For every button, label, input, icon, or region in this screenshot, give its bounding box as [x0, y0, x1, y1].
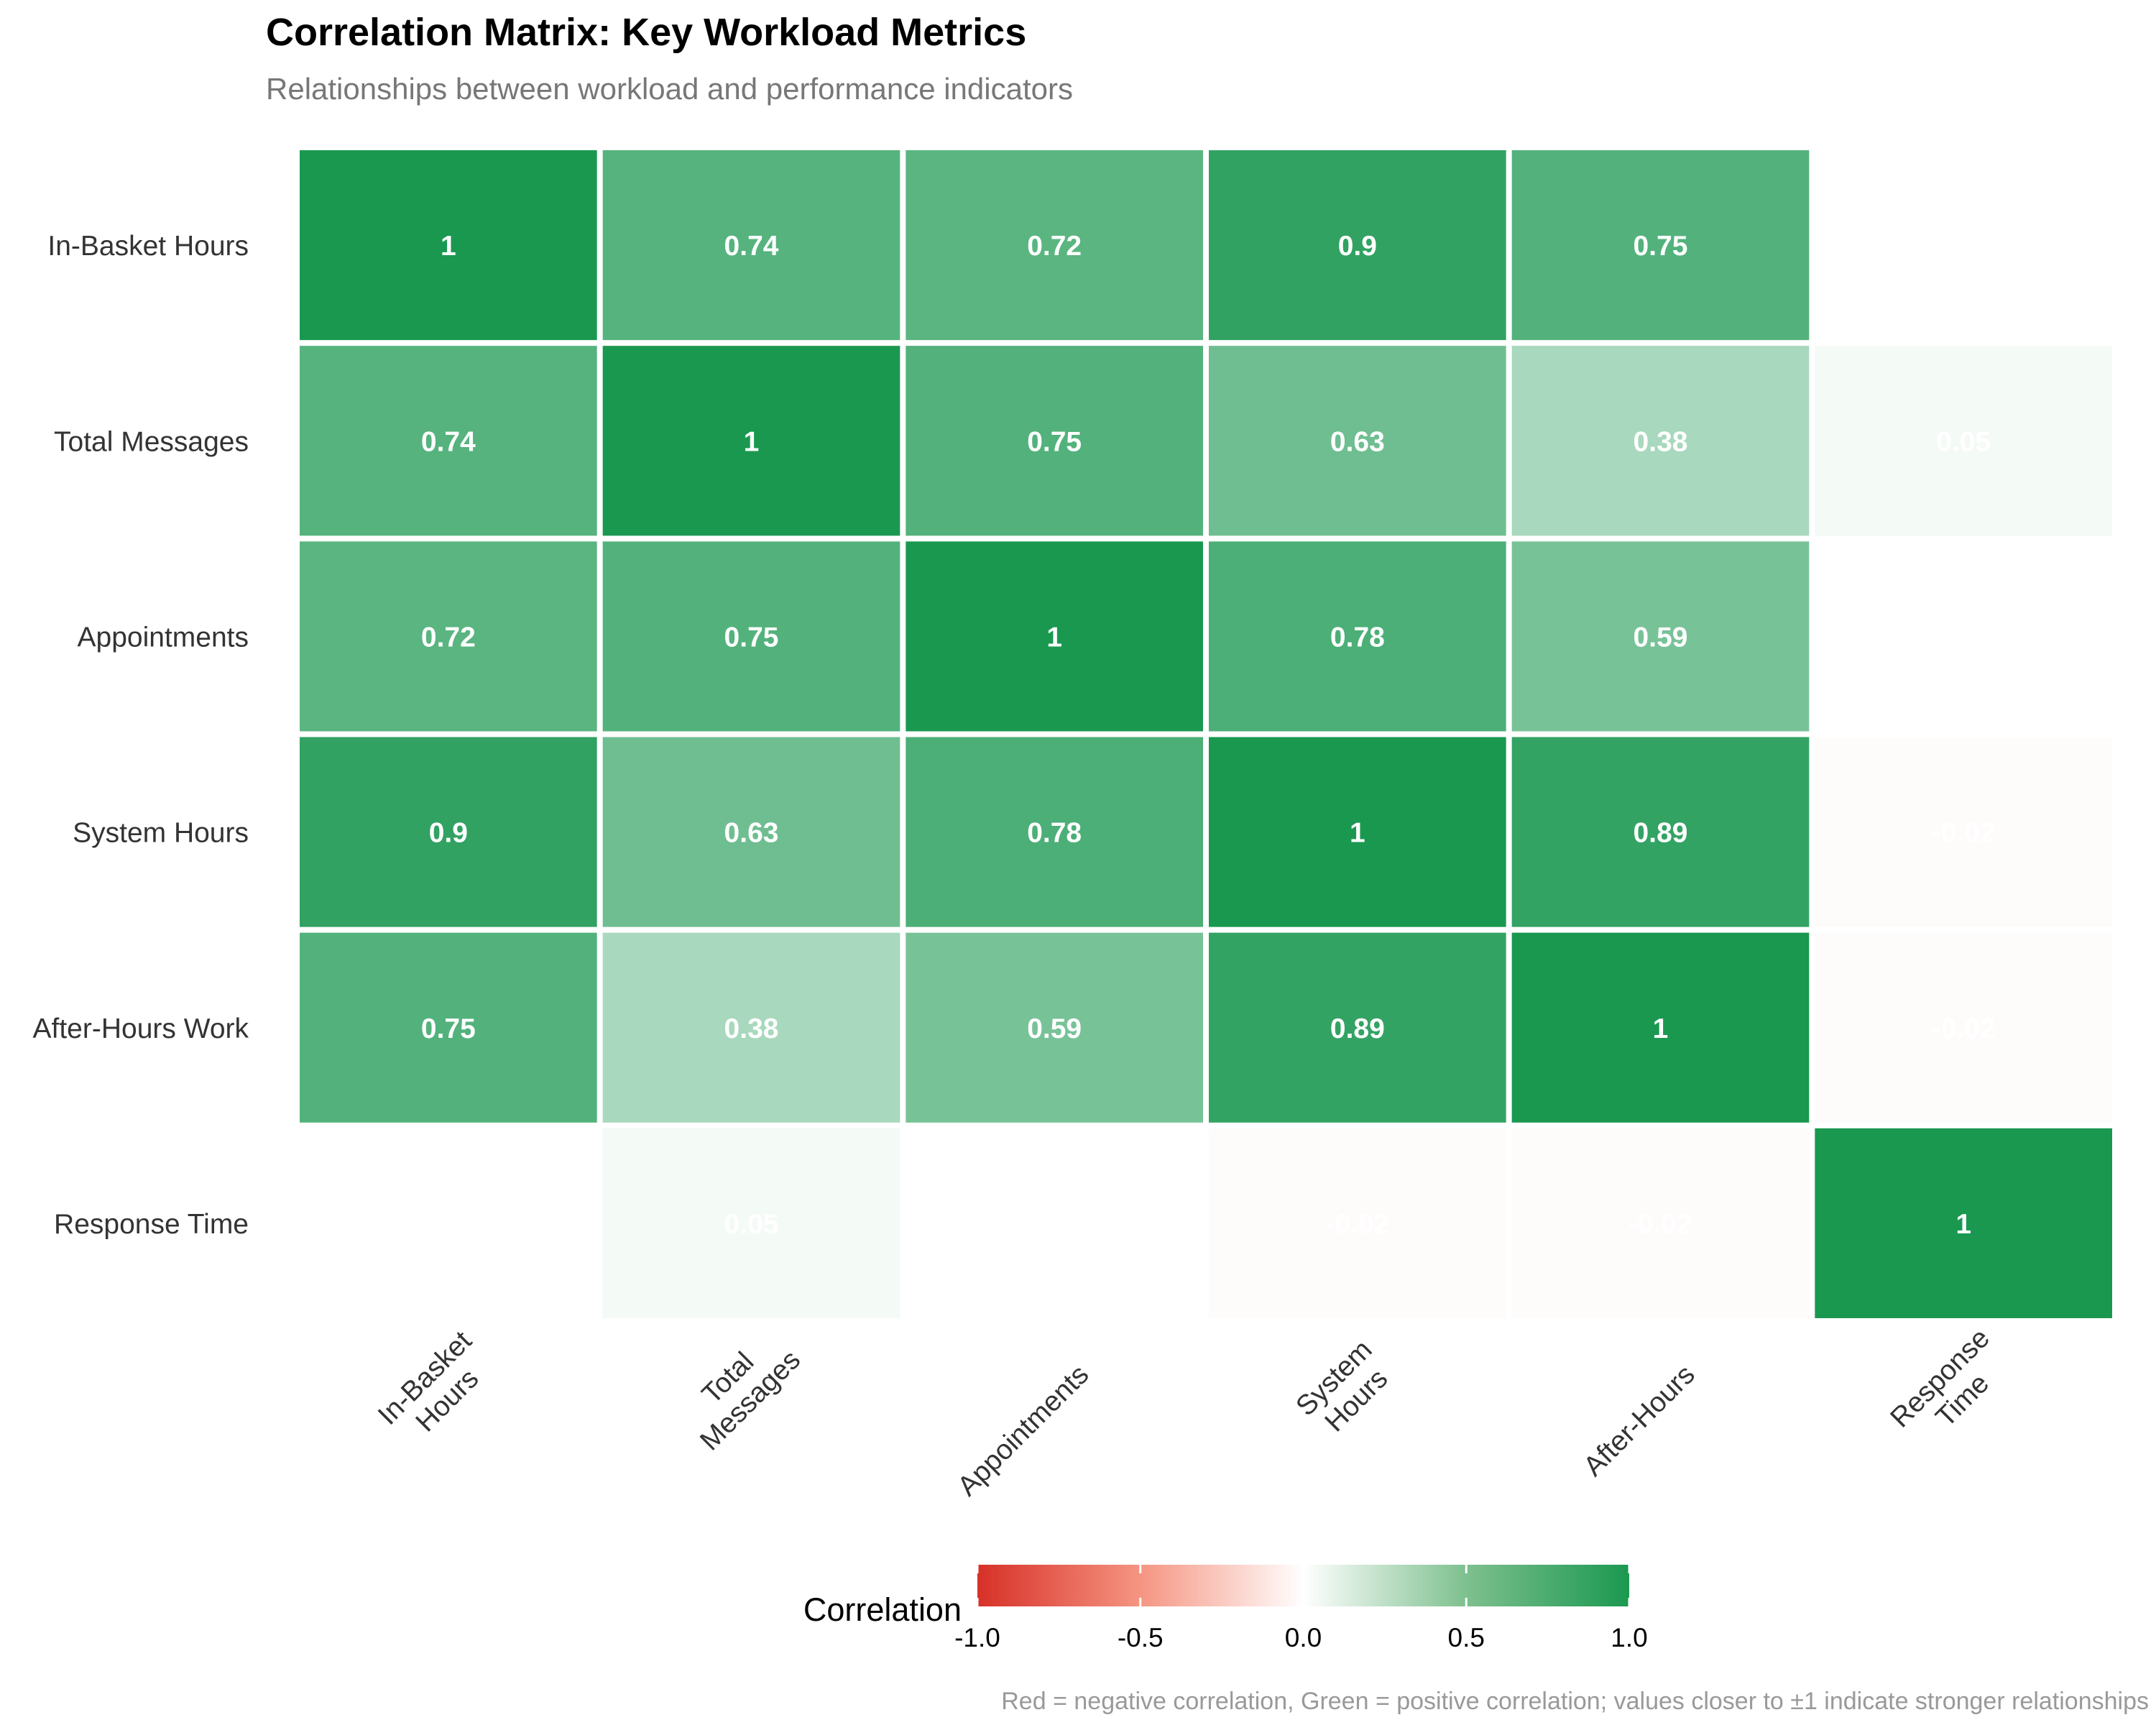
- cell-value-label: 0.75: [1027, 426, 1082, 457]
- cell-value-label: 0.59: [1634, 622, 1688, 653]
- cell-value-label: 0.9: [1338, 231, 1377, 262]
- legend-ticks: -1.0 -0.5 0.0 0.5 1.0: [954, 1565, 1648, 1652]
- legend-tick-label: -0.5: [1118, 1623, 1164, 1652]
- heatmap-cell: [602, 932, 900, 1123]
- cell-value-label: 0.74: [421, 426, 476, 457]
- heatmap-cell: [1209, 737, 1506, 927]
- cell-value-label: 0.05: [1936, 426, 1991, 457]
- heatmap-cell: [1209, 1128, 1506, 1318]
- cell-value-label: 0.75: [421, 1013, 476, 1044]
- cell-value-label: -0.02: [1325, 1209, 1389, 1240]
- heatmap-cell: [300, 150, 597, 341]
- cell-value-label: 0.38: [724, 1013, 779, 1044]
- cell-value-label: 1: [1955, 1209, 1971, 1240]
- column-label: Appointments: [952, 1359, 1095, 1502]
- heatmap-cell: [1815, 932, 2112, 1123]
- heatmap-cell: [1209, 346, 1506, 536]
- heatmap-cell: [1815, 346, 2112, 536]
- cell-value-label: 0.72: [421, 622, 476, 653]
- cell-value-label: 0.78: [1027, 818, 1082, 849]
- legend-tick-label: 0.5: [1448, 1623, 1485, 1652]
- column-label: After-Hours: [1577, 1359, 1700, 1482]
- heatmap-cell: [1815, 541, 2112, 732]
- legend-title: Correlation: [803, 1591, 962, 1628]
- cell-value-label: 0.05: [724, 1209, 779, 1240]
- heatmap-cell: [1815, 1128, 2112, 1318]
- cell-value-label: 0.75: [1634, 231, 1688, 262]
- cell-value-label: 1: [1046, 622, 1062, 653]
- column-label-line: After-Hours: [1577, 1359, 1700, 1482]
- cell-value-label: 0.38: [1634, 426, 1688, 457]
- legend-tick-label: 0.0: [1285, 1623, 1322, 1652]
- heatmap-cell: [300, 346, 597, 536]
- heatmap-cell: [906, 1128, 1203, 1318]
- row-label: In-Basket Hours: [47, 231, 249, 262]
- cell-value-label: 1: [441, 231, 456, 262]
- cell-value-label: 0.89: [1330, 1013, 1385, 1044]
- heatmap-cell: [1209, 541, 1506, 732]
- heatmap-cell: [1511, 737, 1810, 927]
- row-label: Response Time: [54, 1209, 249, 1240]
- heatmap-cell: [1209, 932, 1506, 1123]
- heatmap-cell: [906, 541, 1203, 732]
- heatmap-cell: [300, 737, 597, 927]
- cell-value-label: 0.63: [1330, 426, 1385, 457]
- legend-tick-label: 1.0: [1611, 1623, 1647, 1652]
- row-labels: In-Basket Hours Total Messages Appointment…: [33, 231, 249, 1240]
- chart-title: Correlation Matrix: Key Workload Metrics: [266, 11, 1026, 54]
- heatmap-cell: [1511, 541, 1810, 732]
- heatmap-cell: [906, 737, 1203, 927]
- cell-value-label: 0.59: [1027, 1013, 1082, 1044]
- cell-value-label: 0.89: [1634, 818, 1688, 849]
- heatmap-cell: [906, 932, 1203, 1123]
- cell-value-label: 0.78: [1330, 622, 1385, 653]
- heatmap-cell: [906, 346, 1203, 536]
- row-label: Appointments: [78, 622, 249, 653]
- heatmap-cell: [602, 150, 900, 341]
- heatmap-cell: [906, 150, 1203, 341]
- heatmap-cell: [602, 346, 900, 536]
- heatmap-cell: [300, 541, 597, 732]
- chart-subtitle: Relationships between workload and perfo…: [266, 72, 1073, 106]
- heatmap-cell: [602, 1128, 900, 1318]
- heatmap-cell: [300, 932, 597, 1123]
- cell-value-label: 0.72: [1027, 231, 1082, 262]
- heatmap-cell: [602, 541, 900, 732]
- cell-value-label: 1: [1350, 818, 1365, 849]
- color-legend: Correlation -1.0 -0.5 0.0 0.5 1.0: [803, 1565, 1648, 1652]
- heatmap-cell: [1815, 150, 2112, 341]
- heatmap-cell: [1815, 737, 2112, 927]
- cell-value-label: 1: [744, 426, 760, 457]
- heatmap-cell: [1511, 932, 1810, 1123]
- legend-tick-label: -1.0: [954, 1623, 1000, 1652]
- cell-value-label: -0.02: [1932, 1013, 1996, 1044]
- cell-value-label: 0.75: [724, 622, 779, 653]
- chart-caption: Red = negative correlation, Green = posi…: [1001, 1688, 2149, 1715]
- heatmap-cell: [1511, 1128, 1810, 1318]
- cell-value-label: 0.74: [724, 231, 779, 262]
- cell-value-label: 0.9: [429, 818, 468, 849]
- cell-value-label: -0.02: [1628, 1209, 1692, 1240]
- cell-value-label: 1: [1653, 1013, 1669, 1044]
- heatmap-cell: [300, 1128, 597, 1318]
- row-label: After-Hours Work: [33, 1013, 249, 1044]
- row-label: System Hours: [73, 818, 249, 849]
- heatmap-cell: [602, 737, 900, 927]
- row-label: Total Messages: [54, 426, 249, 457]
- column-label-line: Appointments: [952, 1359, 1095, 1502]
- heatmap-cell: [1209, 150, 1506, 341]
- heatmap-cell: [1511, 150, 1810, 341]
- heatmap-cell: [1511, 346, 1810, 536]
- cell-value-label: -0.02: [1932, 818, 1996, 849]
- cell-value-label: 0.63: [724, 818, 779, 849]
- heatmap-cells: 1 0.74 0.72 0.9 0.75 0.74 1 0.75 0.63 0.38 0.05 0.7…: [300, 150, 2112, 1318]
